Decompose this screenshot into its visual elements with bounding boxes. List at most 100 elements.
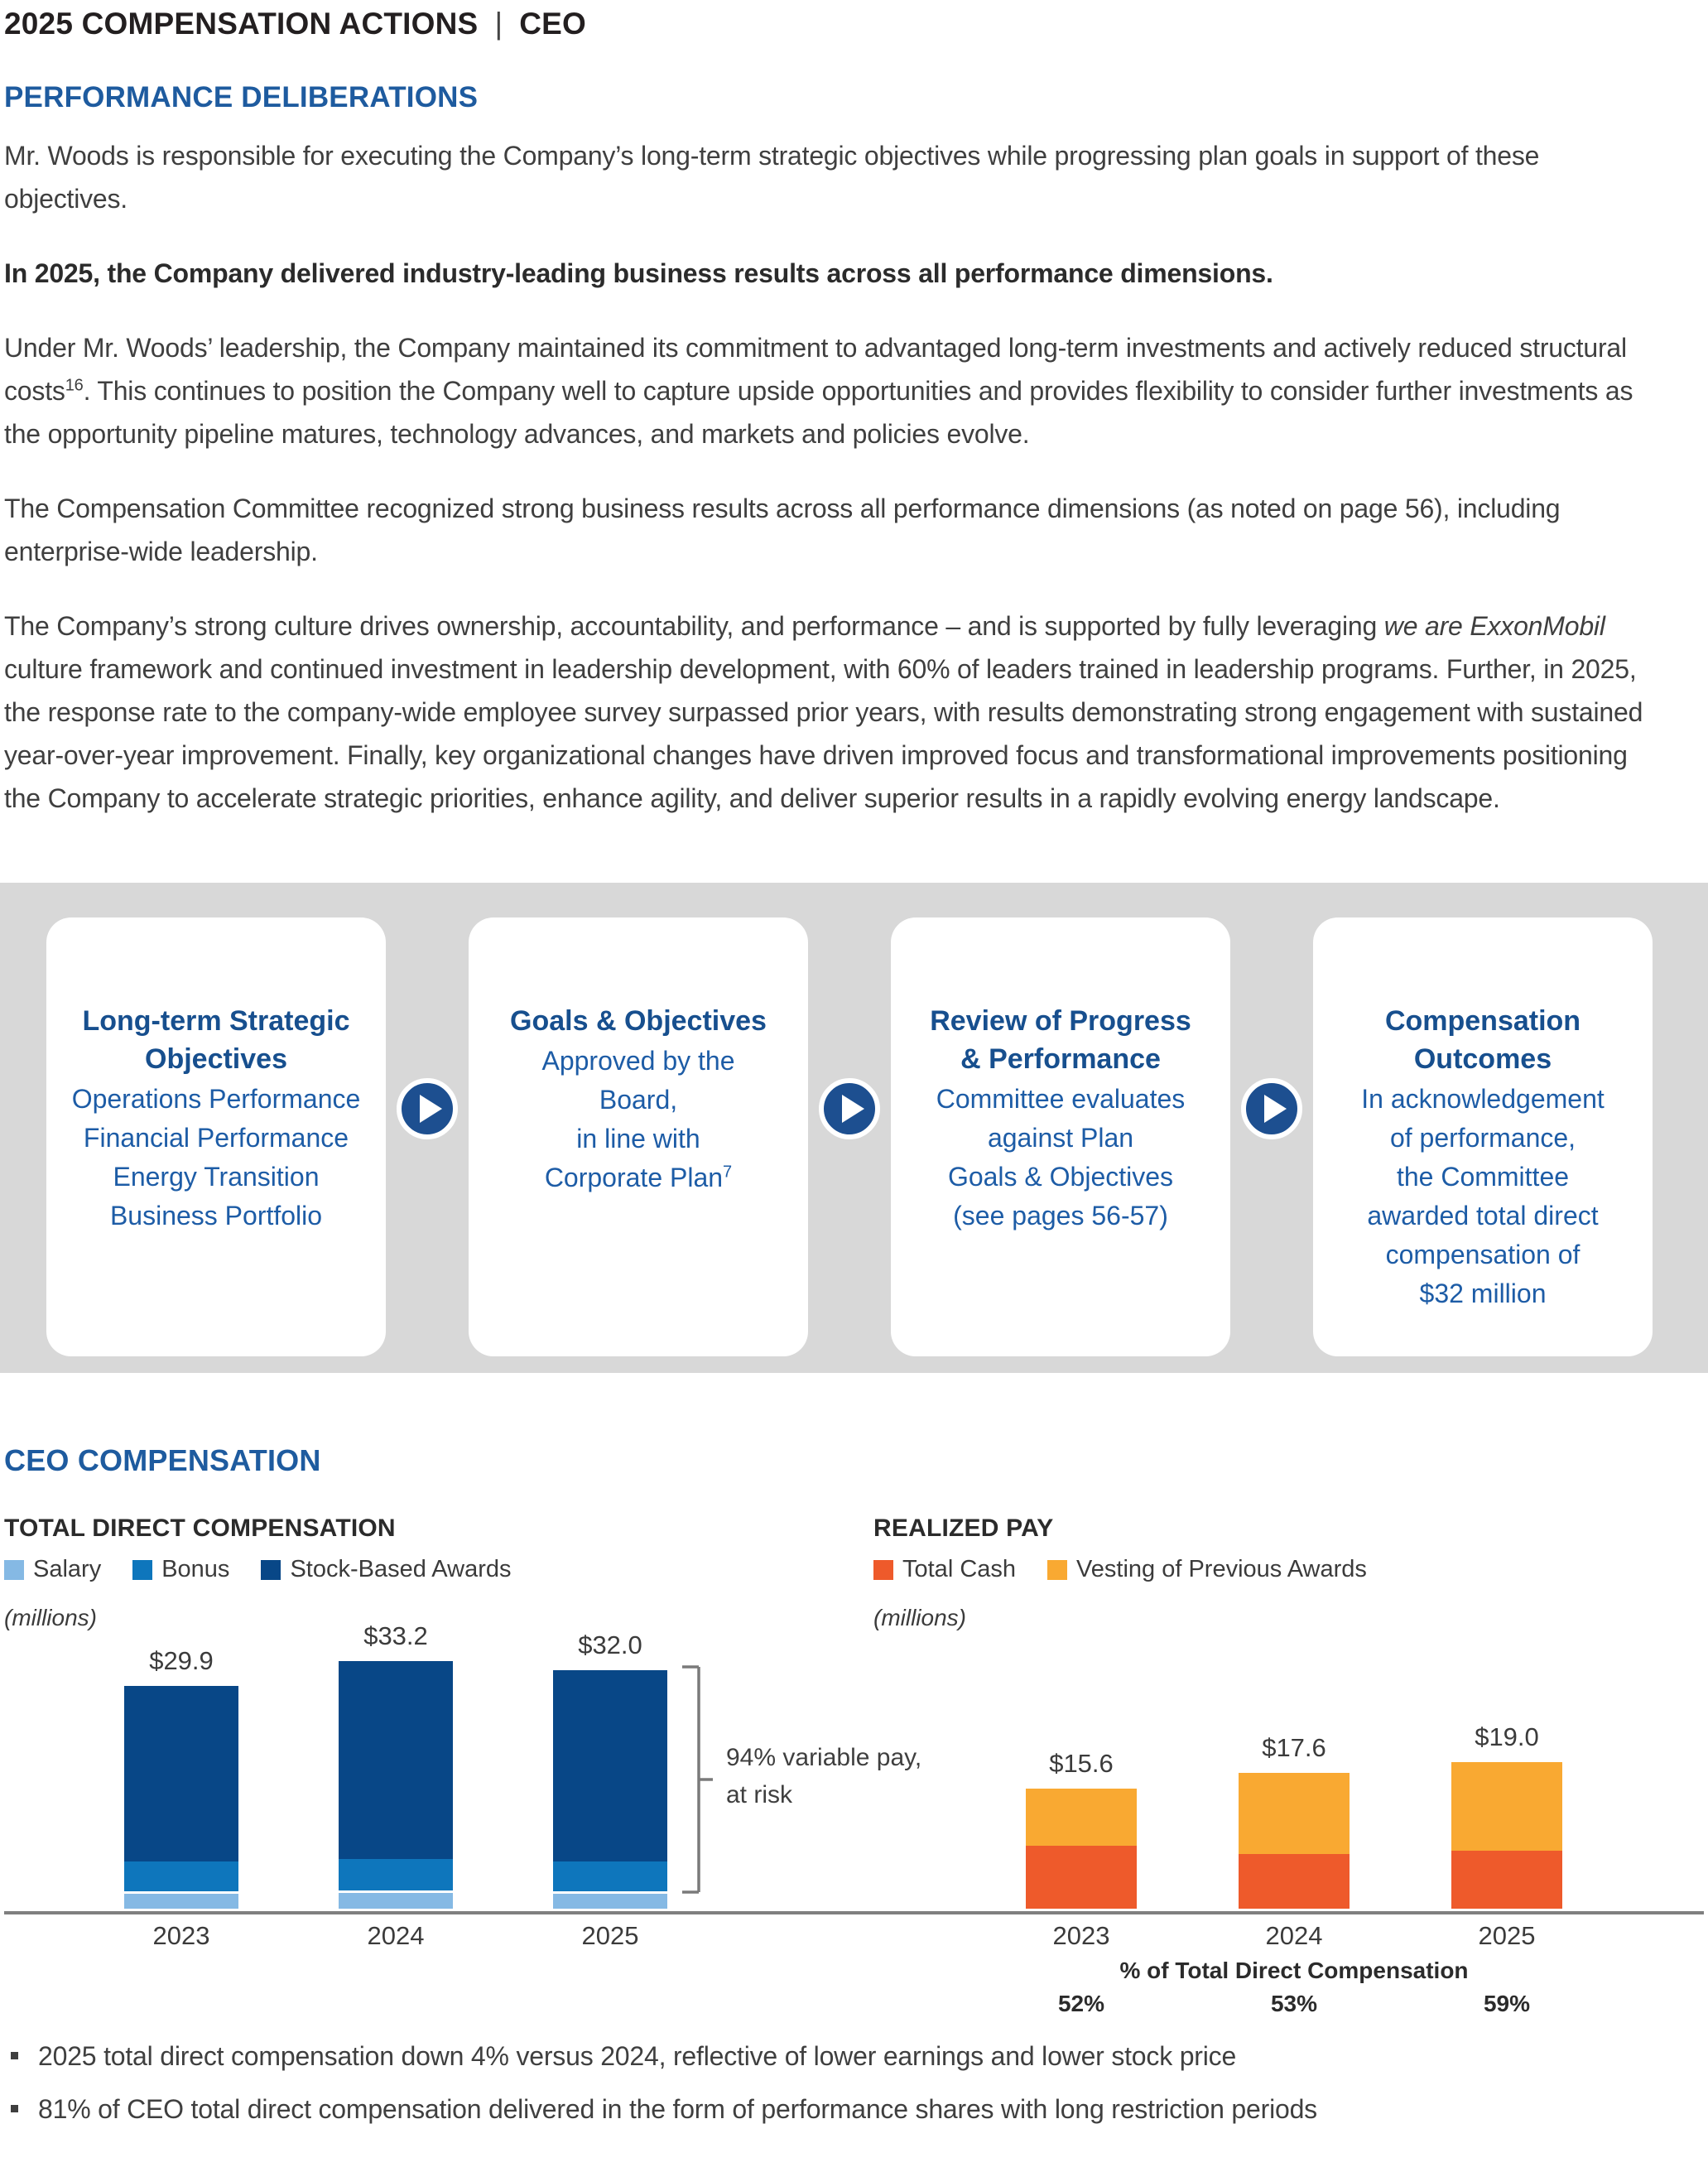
bar-total-label: $19.0 (1475, 1722, 1539, 1751)
tdc-legend: Salary Bonus Stock-Based Awards (4, 1556, 873, 1583)
legend-label: Stock-Based Awards (290, 1556, 512, 1582)
charts-plot-area: 94% variable pay, at risk $29.9 2023 $33.2… (4, 1621, 1704, 1950)
bar-group-total-direct-compensation-2024: $33.2 (339, 1621, 453, 1911)
footer-label-pct-of-tdc: % of Total Direct Compensation (1119, 1958, 1469, 1983)
flow-arrow-1 (386, 1078, 469, 1139)
x-axis-label-2024: 2024 (1265, 1921, 1323, 1950)
flow-arrow-2 (808, 1078, 891, 1139)
realized-pay-legend: Total Cash Vesting of Previous Awards (873, 1556, 1704, 1583)
bar-segment-stock-based-awards (124, 1686, 238, 1861)
section-heading-performance-deliberations: PERFORMANCE DELIBERATIONS (4, 81, 479, 113)
chart-headers-row: TOTAL DIRECT COMPENSATION Salary Bonus Sto… (4, 1515, 1704, 1631)
legend-swatch-vesting-of-previous-awards (1047, 1559, 1068, 1580)
card-body: In acknowledgement of performance, the C… (1361, 1084, 1605, 1308)
footnote-7: 7 (723, 1163, 733, 1182)
legend-swatch-total-cash (873, 1559, 893, 1580)
bar-group-total-direct-compensation-2023: $29.9 (124, 1646, 238, 1911)
legend-item-salary: Salary (4, 1556, 101, 1583)
footnote-16: 16 (65, 376, 84, 395)
bar-segment-total-cash (1239, 1854, 1350, 1909)
summary-bullets: 2025 total direct compensation down 4% v… (4, 2035, 1704, 2130)
page-title-left: 2025 COMPENSATION ACTIONS (4, 7, 479, 41)
bullet-icon (11, 2105, 18, 2112)
card-title: Compensation Outcomes (1384, 1005, 1581, 1075)
legend-label: Total Cash (902, 1556, 1017, 1582)
x-axis-label-2024: 2024 (367, 1921, 425, 1950)
bar-segment-vesting-of-previous-awards (1026, 1789, 1137, 1846)
bar-segment-salary (339, 1893, 453, 1909)
bullet-icon (11, 2052, 18, 2059)
x-axis-label-2023: 2023 (1052, 1921, 1110, 1950)
paragraph-culture: The Company’s strong culture drives owne… (4, 604, 1667, 820)
page-title: 2025 COMPENSATION ACTIONS | CEO (4, 7, 1704, 41)
bar-group-total-direct-compensation-2025: $32.0 (553, 1630, 667, 1911)
flow-card-compensation-outcomes: Compensation Outcomes In acknowledgement… (1313, 917, 1653, 1356)
bar-total-label: $15.6 (1049, 1749, 1114, 1778)
legend-label: Bonus (161, 1556, 230, 1582)
bullet-item: 81% of CEO total direct compensation del… (4, 2088, 1704, 2130)
legend-swatch-salary (4, 1559, 24, 1580)
bar-segment-total-cash (1451, 1851, 1562, 1909)
paragraph-leadership-text: Under Mr. Woods’ leadership, the Company… (4, 333, 1627, 406)
bar-segment-bonus (339, 1859, 453, 1890)
bar-segment-bonus (553, 1861, 667, 1891)
tdc-chart-header: TOTAL DIRECT COMPENSATION Salary Bonus Sto… (4, 1515, 873, 1631)
bullet-text: 2025 total direct compensation down 4% v… (38, 2041, 1237, 2071)
paragraph-results-bold: In 2025, the Company delivered industry-… (4, 258, 1273, 288)
bar-stack (124, 1686, 238, 1911)
process-flow-panel: Long-term Strategic Objectives Operation… (0, 883, 1708, 1373)
legend-item-bonus: Bonus (132, 1556, 229, 1583)
tdc-chart-title: TOTAL DIRECT COMPENSATION (4, 1515, 396, 1542)
bar-stack (1451, 1762, 1562, 1911)
bar-segment-bonus (124, 1861, 238, 1891)
bar-segment-vesting-of-previous-awards (1239, 1773, 1350, 1854)
legend-label: Salary (33, 1556, 102, 1582)
legend-label: Vesting of Previous Awards (1076, 1556, 1367, 1582)
realized-pay-chart-title: REALIZED PAY (873, 1515, 1054, 1542)
x-axis-label-2025: 2025 (1478, 1921, 1536, 1950)
arrow-right-icon (397, 1078, 458, 1139)
bullet-item: 2025 total direct compensation down 4% v… (4, 2035, 1704, 2077)
paragraph-leadership: Under Mr. Woods’ leadership, the Company… (4, 326, 1667, 455)
bar-total-label: $33.2 (363, 1621, 428, 1650)
paragraph-culture-text: The Company’s strong culture drives owne… (4, 611, 1384, 641)
variable-pay-bracket (682, 1665, 713, 1894)
bar-total-label: $29.9 (149, 1646, 214, 1675)
bar-group-realized-pay-2024: $17.6 (1239, 1733, 1350, 1911)
legend-item-stock-based-awards: Stock-Based Awards (261, 1556, 511, 1583)
legend-swatch-bonus (132, 1559, 153, 1580)
card-body: Approved by the Board, in line with Corp… (484, 1042, 793, 1197)
legend-item-vesting-of-previous-awards: Vesting of Previous Awards (1047, 1556, 1367, 1583)
bar-group-realized-pay-2025: $19.0 (1451, 1722, 1562, 1911)
card-body: Operations Performance Financial Perform… (71, 1084, 361, 1230)
x-axis-label-2025: 2025 (581, 1921, 639, 1950)
legend-swatch-stock-based-awards (261, 1559, 281, 1580)
realized-pay-units-label: (millions) (873, 1605, 966, 1630)
section-heading-ceo-compensation: CEO COMPENSATION (4, 1443, 321, 1477)
paragraph-culture-text-cont: culture framework and continued investme… (4, 654, 1643, 813)
bar-segment-stock-based-awards (339, 1661, 453, 1859)
flow-card-review-of-progress: Review of Progress & Performance Committ… (891, 917, 1230, 1356)
footer-value-2023: 52% (1057, 1991, 1105, 2016)
bar-stack (339, 1661, 453, 1911)
paragraph-leadership-text-cont: . This continues to position the Company… (4, 376, 1633, 449)
card-body: Committee evaluates against Plan Goals &… (936, 1084, 1186, 1230)
legend-item-total-cash: Total Cash (873, 1556, 1016, 1583)
variable-pay-annotation: 94% variable pay, at risk (726, 1744, 922, 1808)
bar-segment-salary (553, 1894, 667, 1909)
tdc-units-label: (millions) (4, 1605, 97, 1630)
arrow-triangle-glyph (419, 1095, 442, 1123)
arrow-triangle-glyph (841, 1095, 864, 1123)
bar-total-label: $17.6 (1262, 1733, 1326, 1762)
bar-segment-salary (124, 1894, 238, 1909)
card-title: Long-term Strategic Objectives (82, 1005, 350, 1075)
x-axis-label-2023: 2023 (152, 1921, 210, 1950)
flow-card-goals-objectives: Goals & Objectives Approved by the Board… (469, 917, 808, 1356)
bar-group-realized-pay-2023: $15.6 (1026, 1749, 1137, 1911)
arrow-right-icon (1241, 1078, 1302, 1139)
card-title: Goals & Objectives (510, 1005, 767, 1037)
bullet-text: 81% of CEO total direct compensation del… (38, 2094, 1317, 2124)
card-title: Review of Progress & Performance (930, 1005, 1191, 1075)
bar-stack (553, 1670, 667, 1911)
